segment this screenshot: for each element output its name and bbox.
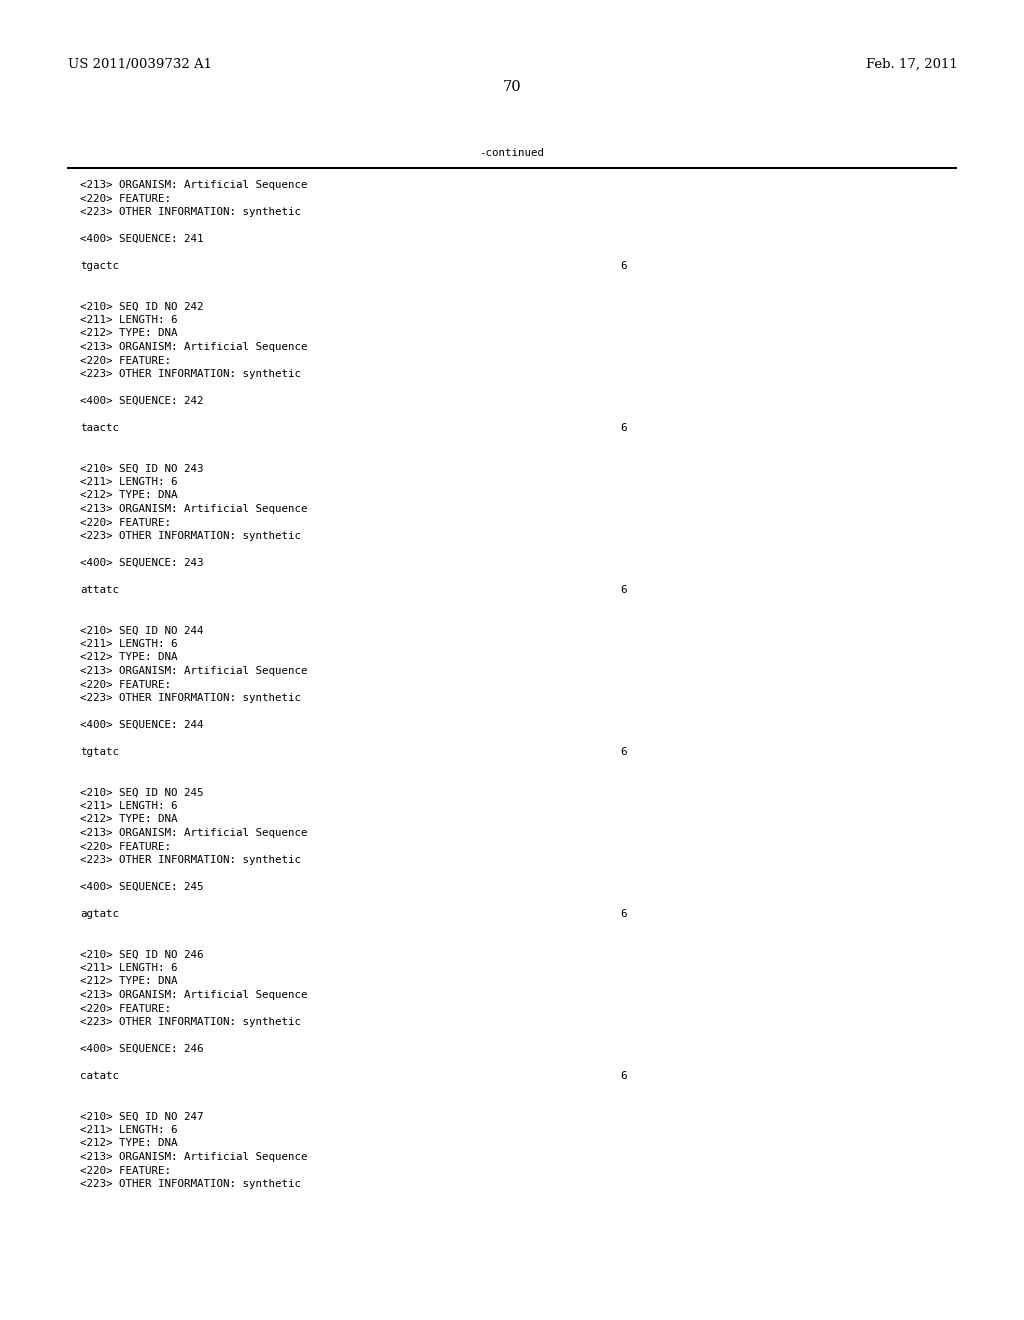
- Text: catatc: catatc: [80, 1071, 119, 1081]
- Text: <223> OTHER INFORMATION: synthetic: <223> OTHER INFORMATION: synthetic: [80, 531, 301, 541]
- Text: <212> TYPE: DNA: <212> TYPE: DNA: [80, 814, 177, 825]
- Text: <210> SEQ ID NO 245: <210> SEQ ID NO 245: [80, 788, 204, 797]
- Text: <400> SEQUENCE: 242: <400> SEQUENCE: 242: [80, 396, 204, 407]
- Text: <220> FEATURE:: <220> FEATURE:: [80, 517, 171, 528]
- Text: <400> SEQUENCE: 246: <400> SEQUENCE: 246: [80, 1044, 204, 1053]
- Text: <210> SEQ ID NO 244: <210> SEQ ID NO 244: [80, 626, 204, 635]
- Text: <211> LENGTH: 6: <211> LENGTH: 6: [80, 315, 177, 325]
- Text: <213> ORGANISM: Artificial Sequence: <213> ORGANISM: Artificial Sequence: [80, 828, 307, 838]
- Text: tgactc: tgactc: [80, 261, 119, 271]
- Text: <213> ORGANISM: Artificial Sequence: <213> ORGANISM: Artificial Sequence: [80, 990, 307, 1001]
- Text: <211> LENGTH: 6: <211> LENGTH: 6: [80, 477, 177, 487]
- Text: <223> OTHER INFORMATION: synthetic: <223> OTHER INFORMATION: synthetic: [80, 1179, 301, 1189]
- Text: <223> OTHER INFORMATION: synthetic: <223> OTHER INFORMATION: synthetic: [80, 855, 301, 865]
- Text: <223> OTHER INFORMATION: synthetic: <223> OTHER INFORMATION: synthetic: [80, 207, 301, 216]
- Text: Feb. 17, 2011: Feb. 17, 2011: [866, 58, 958, 71]
- Text: <211> LENGTH: 6: <211> LENGTH: 6: [80, 1125, 177, 1135]
- Text: <220> FEATURE:: <220> FEATURE:: [80, 680, 171, 689]
- Text: <210> SEQ ID NO 247: <210> SEQ ID NO 247: [80, 1111, 204, 1122]
- Text: agtatc: agtatc: [80, 909, 119, 919]
- Text: <210> SEQ ID NO 242: <210> SEQ ID NO 242: [80, 301, 204, 312]
- Text: <223> OTHER INFORMATION: synthetic: <223> OTHER INFORMATION: synthetic: [80, 370, 301, 379]
- Text: -continued: -continued: [479, 148, 545, 158]
- Text: <220> FEATURE:: <220> FEATURE:: [80, 194, 171, 203]
- Text: 6: 6: [620, 585, 627, 595]
- Text: <223> OTHER INFORMATION: synthetic: <223> OTHER INFORMATION: synthetic: [80, 693, 301, 704]
- Text: <400> SEQUENCE: 241: <400> SEQUENCE: 241: [80, 234, 204, 244]
- Text: <212> TYPE: DNA: <212> TYPE: DNA: [80, 977, 177, 986]
- Text: <223> OTHER INFORMATION: synthetic: <223> OTHER INFORMATION: synthetic: [80, 1016, 301, 1027]
- Text: <210> SEQ ID NO 243: <210> SEQ ID NO 243: [80, 463, 204, 474]
- Text: 6: 6: [620, 261, 627, 271]
- Text: 70: 70: [503, 81, 521, 94]
- Text: <212> TYPE: DNA: <212> TYPE: DNA: [80, 491, 177, 500]
- Text: attatc: attatc: [80, 585, 119, 595]
- Text: <400> SEQUENCE: 244: <400> SEQUENCE: 244: [80, 719, 204, 730]
- Text: <212> TYPE: DNA: <212> TYPE: DNA: [80, 652, 177, 663]
- Text: <213> ORGANISM: Artificial Sequence: <213> ORGANISM: Artificial Sequence: [80, 180, 307, 190]
- Text: <220> FEATURE:: <220> FEATURE:: [80, 355, 171, 366]
- Text: <400> SEQUENCE: 243: <400> SEQUENCE: 243: [80, 558, 204, 568]
- Text: <211> LENGTH: 6: <211> LENGTH: 6: [80, 639, 177, 649]
- Text: <210> SEQ ID NO 246: <210> SEQ ID NO 246: [80, 949, 204, 960]
- Text: <220> FEATURE:: <220> FEATURE:: [80, 1166, 171, 1176]
- Text: 6: 6: [620, 1071, 627, 1081]
- Text: <220> FEATURE:: <220> FEATURE:: [80, 1003, 171, 1014]
- Text: <213> ORGANISM: Artificial Sequence: <213> ORGANISM: Artificial Sequence: [80, 667, 307, 676]
- Text: 6: 6: [620, 747, 627, 756]
- Text: <400> SEQUENCE: 245: <400> SEQUENCE: 245: [80, 882, 204, 892]
- Text: <213> ORGANISM: Artificial Sequence: <213> ORGANISM: Artificial Sequence: [80, 1152, 307, 1162]
- Text: <212> TYPE: DNA: <212> TYPE: DNA: [80, 329, 177, 338]
- Text: taactc: taactc: [80, 422, 119, 433]
- Text: <213> ORGANISM: Artificial Sequence: <213> ORGANISM: Artificial Sequence: [80, 504, 307, 513]
- Text: US 2011/0039732 A1: US 2011/0039732 A1: [68, 58, 212, 71]
- Text: <212> TYPE: DNA: <212> TYPE: DNA: [80, 1138, 177, 1148]
- Text: <220> FEATURE:: <220> FEATURE:: [80, 842, 171, 851]
- Text: tgtatc: tgtatc: [80, 747, 119, 756]
- Text: <213> ORGANISM: Artificial Sequence: <213> ORGANISM: Artificial Sequence: [80, 342, 307, 352]
- Text: <211> LENGTH: 6: <211> LENGTH: 6: [80, 801, 177, 810]
- Text: 6: 6: [620, 422, 627, 433]
- Text: 6: 6: [620, 909, 627, 919]
- Text: <211> LENGTH: 6: <211> LENGTH: 6: [80, 964, 177, 973]
